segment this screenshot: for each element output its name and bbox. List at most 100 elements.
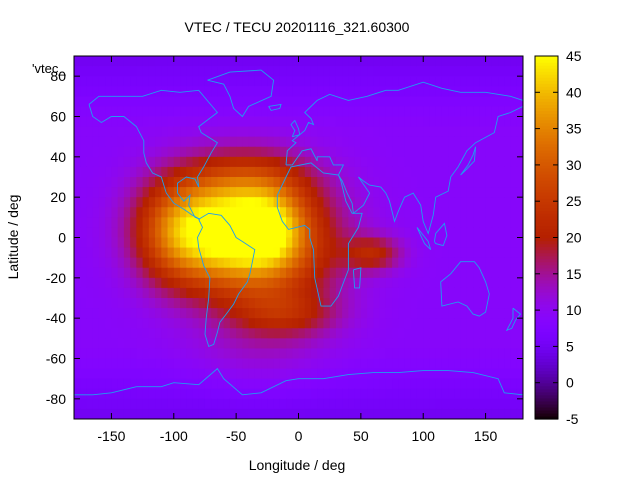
- heatmap-cell: [373, 308, 381, 319]
- heatmap-cell: [80, 96, 87, 107]
- colorbar-segment: [535, 301, 558, 305]
- coastline-borneo: [433, 222, 448, 247]
- heatmap-cell: [180, 136, 187, 148]
- heatmap-cell: [367, 207, 374, 218]
- heatmap-cell: [448, 398, 455, 410]
- heatmap-cell: [423, 66, 430, 77]
- heatmap-cell: [410, 237, 418, 249]
- heatmap-cell: [254, 177, 262, 188]
- heatmap-cell: [416, 257, 424, 269]
- heatmap-cell: [342, 408, 349, 420]
- heatmap-cell: [392, 388, 399, 400]
- heatmap-cell: [473, 348, 480, 359]
- heatmap-cell: [335, 338, 343, 349]
- heatmap-cell: [286, 328, 293, 339]
- heatmap-cell: [261, 237, 268, 249]
- heatmap-cell: [416, 298, 424, 309]
- heatmap-cell: [348, 156, 356, 168]
- heatmap-cell: [404, 106, 412, 117]
- heatmap-cell: [491, 318, 499, 329]
- heatmap-cell: [117, 368, 125, 380]
- heatmap-cell: [292, 398, 299, 410]
- heatmap-cell: [379, 378, 387, 390]
- heatmap-cell: [279, 86, 287, 97]
- heatmap-cell: [204, 358, 212, 370]
- heatmap-cell: [248, 96, 256, 107]
- colorbar-segment: [535, 152, 558, 157]
- heatmap-cell: [335, 187, 343, 198]
- heatmap-cell: [148, 217, 156, 228]
- heatmap-cell: [223, 368, 231, 380]
- heatmap-cell: [105, 267, 112, 279]
- heatmap-cell: [292, 338, 299, 349]
- heatmap-cell: [148, 177, 156, 188]
- heatmap-cell: [379, 166, 387, 178]
- heatmap-cell: [498, 76, 505, 87]
- heatmap-cell: [473, 318, 480, 329]
- heatmap-cell: [342, 187, 349, 198]
- heatmap-cell: [192, 338, 200, 349]
- heatmap-cell: [142, 76, 150, 87]
- heatmap-cell: [460, 358, 468, 370]
- heatmap-cell: [385, 398, 393, 410]
- heatmap-cell: [360, 166, 368, 178]
- heatmap-cell: [211, 76, 218, 87]
- heatmap-cell: [454, 247, 462, 259]
- heatmap-cell: [304, 308, 312, 319]
- heatmap-cell: [466, 318, 474, 329]
- heatmap-cell: [323, 96, 331, 107]
- heatmap-cell: [123, 146, 131, 158]
- heatmap-cell: [423, 166, 430, 178]
- heatmap-cell: [155, 76, 162, 87]
- heatmap-cell: [354, 217, 362, 228]
- heatmap-cell: [211, 398, 218, 410]
- heatmap-cell: [74, 66, 81, 77]
- heatmap-cell: [98, 217, 106, 228]
- heatmap-cell: [74, 287, 81, 299]
- heatmap-cell: [360, 287, 368, 299]
- heatmap-cell: [217, 86, 225, 97]
- heatmap-cell: [323, 287, 331, 299]
- heatmap-cell: [161, 388, 169, 400]
- heatmap-cell: [298, 257, 306, 269]
- heatmap-cell: [435, 358, 443, 370]
- heatmap-cell: [379, 348, 387, 359]
- heatmap-cell: [173, 237, 181, 249]
- heatmap-cell: [148, 277, 156, 289]
- heatmap-cell: [217, 136, 225, 148]
- colorbar-segment: [535, 415, 558, 420]
- heatmap-cell: [491, 177, 499, 188]
- heatmap-cell: [261, 267, 268, 279]
- heatmap-cell: [254, 56, 262, 67]
- heatmap-cell: [148, 368, 156, 380]
- heatmap-cell: [373, 86, 381, 97]
- heatmap-cell: [279, 318, 287, 329]
- heatmap-cell: [317, 187, 324, 198]
- heatmap-cell: [473, 227, 480, 238]
- heatmap-cell: [292, 126, 299, 138]
- heatmap-cell: [98, 207, 106, 218]
- heatmap-cell: [192, 66, 200, 77]
- heatmap-cell: [155, 146, 162, 158]
- heatmap-cell: [379, 368, 387, 380]
- heatmap-cell: [491, 197, 499, 208]
- heatmap-cell: [435, 368, 443, 380]
- heatmap-cell: [261, 348, 268, 359]
- heatmap-cell: [435, 287, 443, 299]
- heatmap-cell: [180, 207, 187, 218]
- heatmap-cell: [504, 136, 512, 148]
- heatmap-cell: [117, 96, 125, 107]
- heatmap-cell: [148, 328, 156, 339]
- heatmap-cell: [217, 277, 225, 289]
- heatmap-cell: [130, 348, 137, 359]
- colorbar-segment: [535, 143, 558, 148]
- heatmap-cell: [236, 126, 243, 138]
- heatmap-cell: [429, 257, 437, 269]
- heatmap-cell: [473, 116, 480, 128]
- heatmap-cell: [117, 207, 125, 218]
- heatmap-cell: [342, 257, 349, 269]
- heatmap-cell: [317, 398, 324, 410]
- heatmap-cell: [161, 378, 169, 390]
- heatmap-cell: [423, 328, 430, 339]
- heatmap-cell: [236, 106, 243, 117]
